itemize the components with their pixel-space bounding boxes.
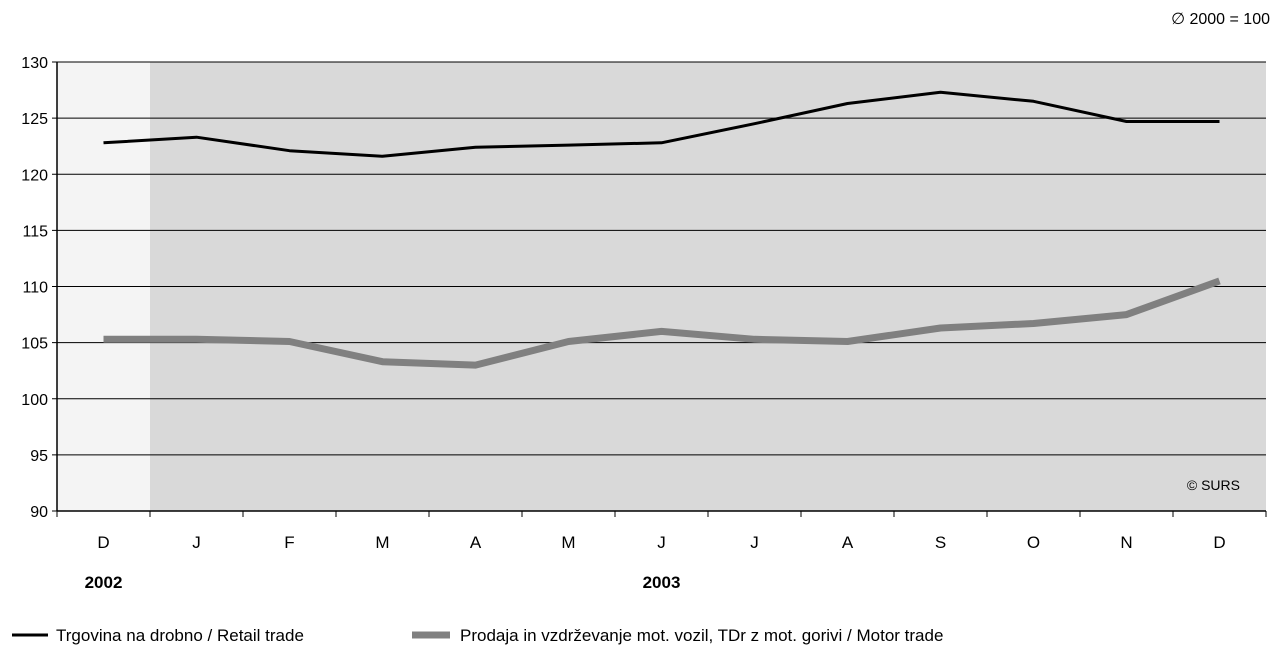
x-tick-label: A <box>842 533 854 552</box>
legend: Trgovina na drobno / Retail trade Prodaja… <box>12 626 943 645</box>
x-tick-label: S <box>935 533 946 552</box>
series-layer <box>103 90 1221 369</box>
copyright-watermark: © SURS <box>1187 477 1240 493</box>
y-tick-label: 90 <box>30 504 48 521</box>
x-tick-label: D <box>97 533 109 552</box>
x-tick-label: D <box>1213 533 1225 552</box>
y-tick-label: 120 <box>21 167 48 184</box>
x-tick-label: M <box>561 533 575 552</box>
y-tick-label: 125 <box>21 111 48 128</box>
y-tick-label: 110 <box>22 280 48 297</box>
year-labels: 2002 2003 <box>85 573 681 592</box>
legend-label-1: Prodaja in vzdrževanje mot. vozil, TDr z… <box>460 626 943 645</box>
year-label: 2003 <box>643 573 681 592</box>
x-tick-label: J <box>750 533 759 552</box>
x-tick-label: N <box>1120 533 1132 552</box>
x-tick-label: M <box>375 533 389 552</box>
base-note: ∅ 2000 = 100 <box>1171 11 1270 28</box>
legend-label-0: Trgovina na drobno / Retail trade <box>56 626 304 645</box>
x-tick-label: F <box>284 533 294 552</box>
x-tick-label: J <box>657 533 666 552</box>
x-tick-label: O <box>1027 533 1040 552</box>
y-tick-label: 115 <box>22 223 48 240</box>
y-tick-label: 100 <box>21 392 48 409</box>
x-tick-label: J <box>192 533 201 552</box>
gridlines <box>57 61 1266 456</box>
x-tick-label: A <box>470 533 482 552</box>
y-axis-ticks: 90 95 100 105 110 115 120 125 130 <box>21 55 57 521</box>
y-tick-label: 105 <box>21 336 48 353</box>
y-tick-label: 95 <box>30 448 48 465</box>
series-line-1 <box>103 277 1221 369</box>
series-line-0 <box>103 90 1220 158</box>
year-label: 2002 <box>85 573 123 592</box>
y-tick-label: 130 <box>21 55 48 72</box>
